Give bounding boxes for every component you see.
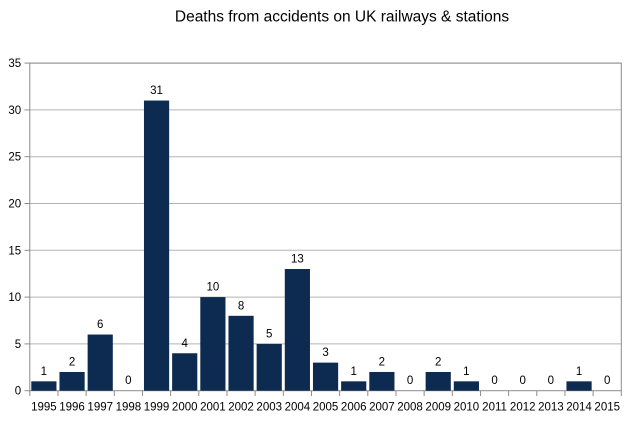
svg-text:10: 10 <box>206 282 219 294</box>
svg-text:2: 2 <box>69 356 75 368</box>
svg-text:Deaths from accidents on UK ra: Deaths from accidents on UK railways & s… <box>175 8 509 25</box>
svg-text:2006: 2006 <box>341 402 367 414</box>
svg-text:8: 8 <box>238 300 244 312</box>
svg-text:5: 5 <box>266 328 272 340</box>
svg-text:15: 15 <box>8 245 21 257</box>
svg-text:3: 3 <box>322 347 328 359</box>
svg-text:4: 4 <box>182 338 189 350</box>
svg-text:2: 2 <box>379 356 385 368</box>
svg-text:0: 0 <box>604 375 610 387</box>
svg-text:2000: 2000 <box>172 402 198 414</box>
svg-text:2002: 2002 <box>228 402 254 414</box>
svg-text:1996: 1996 <box>59 402 85 414</box>
svg-text:1: 1 <box>576 366 582 378</box>
svg-text:6: 6 <box>97 319 103 331</box>
svg-text:1: 1 <box>351 366 357 378</box>
svg-text:35: 35 <box>8 58 21 70</box>
svg-text:2015: 2015 <box>594 402 620 414</box>
svg-text:1998: 1998 <box>116 402 142 414</box>
svg-text:2: 2 <box>435 356 441 368</box>
svg-text:0: 0 <box>548 375 554 387</box>
svg-text:1: 1 <box>41 366 47 378</box>
svg-text:2001: 2001 <box>200 402 226 414</box>
svg-text:2005: 2005 <box>313 402 339 414</box>
svg-text:10: 10 <box>8 292 21 304</box>
svg-text:0: 0 <box>407 375 413 387</box>
svg-text:2014: 2014 <box>566 402 592 414</box>
svg-text:1997: 1997 <box>87 402 113 414</box>
svg-text:2010: 2010 <box>454 402 480 414</box>
svg-text:2003: 2003 <box>256 402 282 414</box>
svg-text:30: 30 <box>8 105 21 117</box>
svg-text:31: 31 <box>150 85 163 97</box>
svg-text:0: 0 <box>491 375 497 387</box>
svg-text:0: 0 <box>15 386 21 398</box>
svg-text:5: 5 <box>15 339 21 351</box>
svg-text:2009: 2009 <box>425 402 451 414</box>
svg-text:2011: 2011 <box>482 402 507 414</box>
svg-text:2008: 2008 <box>397 402 423 414</box>
svg-text:2007: 2007 <box>369 402 395 414</box>
svg-text:1995: 1995 <box>31 402 57 414</box>
svg-text:20: 20 <box>8 199 21 211</box>
svg-text:25: 25 <box>8 152 21 164</box>
svg-text:1: 1 <box>463 366 469 378</box>
svg-text:2012: 2012 <box>510 402 536 414</box>
svg-text:2004: 2004 <box>285 402 311 414</box>
svg-text:1999: 1999 <box>144 402 170 414</box>
svg-text:0: 0 <box>125 375 131 387</box>
svg-text:13: 13 <box>291 254 304 266</box>
svg-text:0: 0 <box>520 375 526 387</box>
svg-text:2013: 2013 <box>538 402 564 414</box>
